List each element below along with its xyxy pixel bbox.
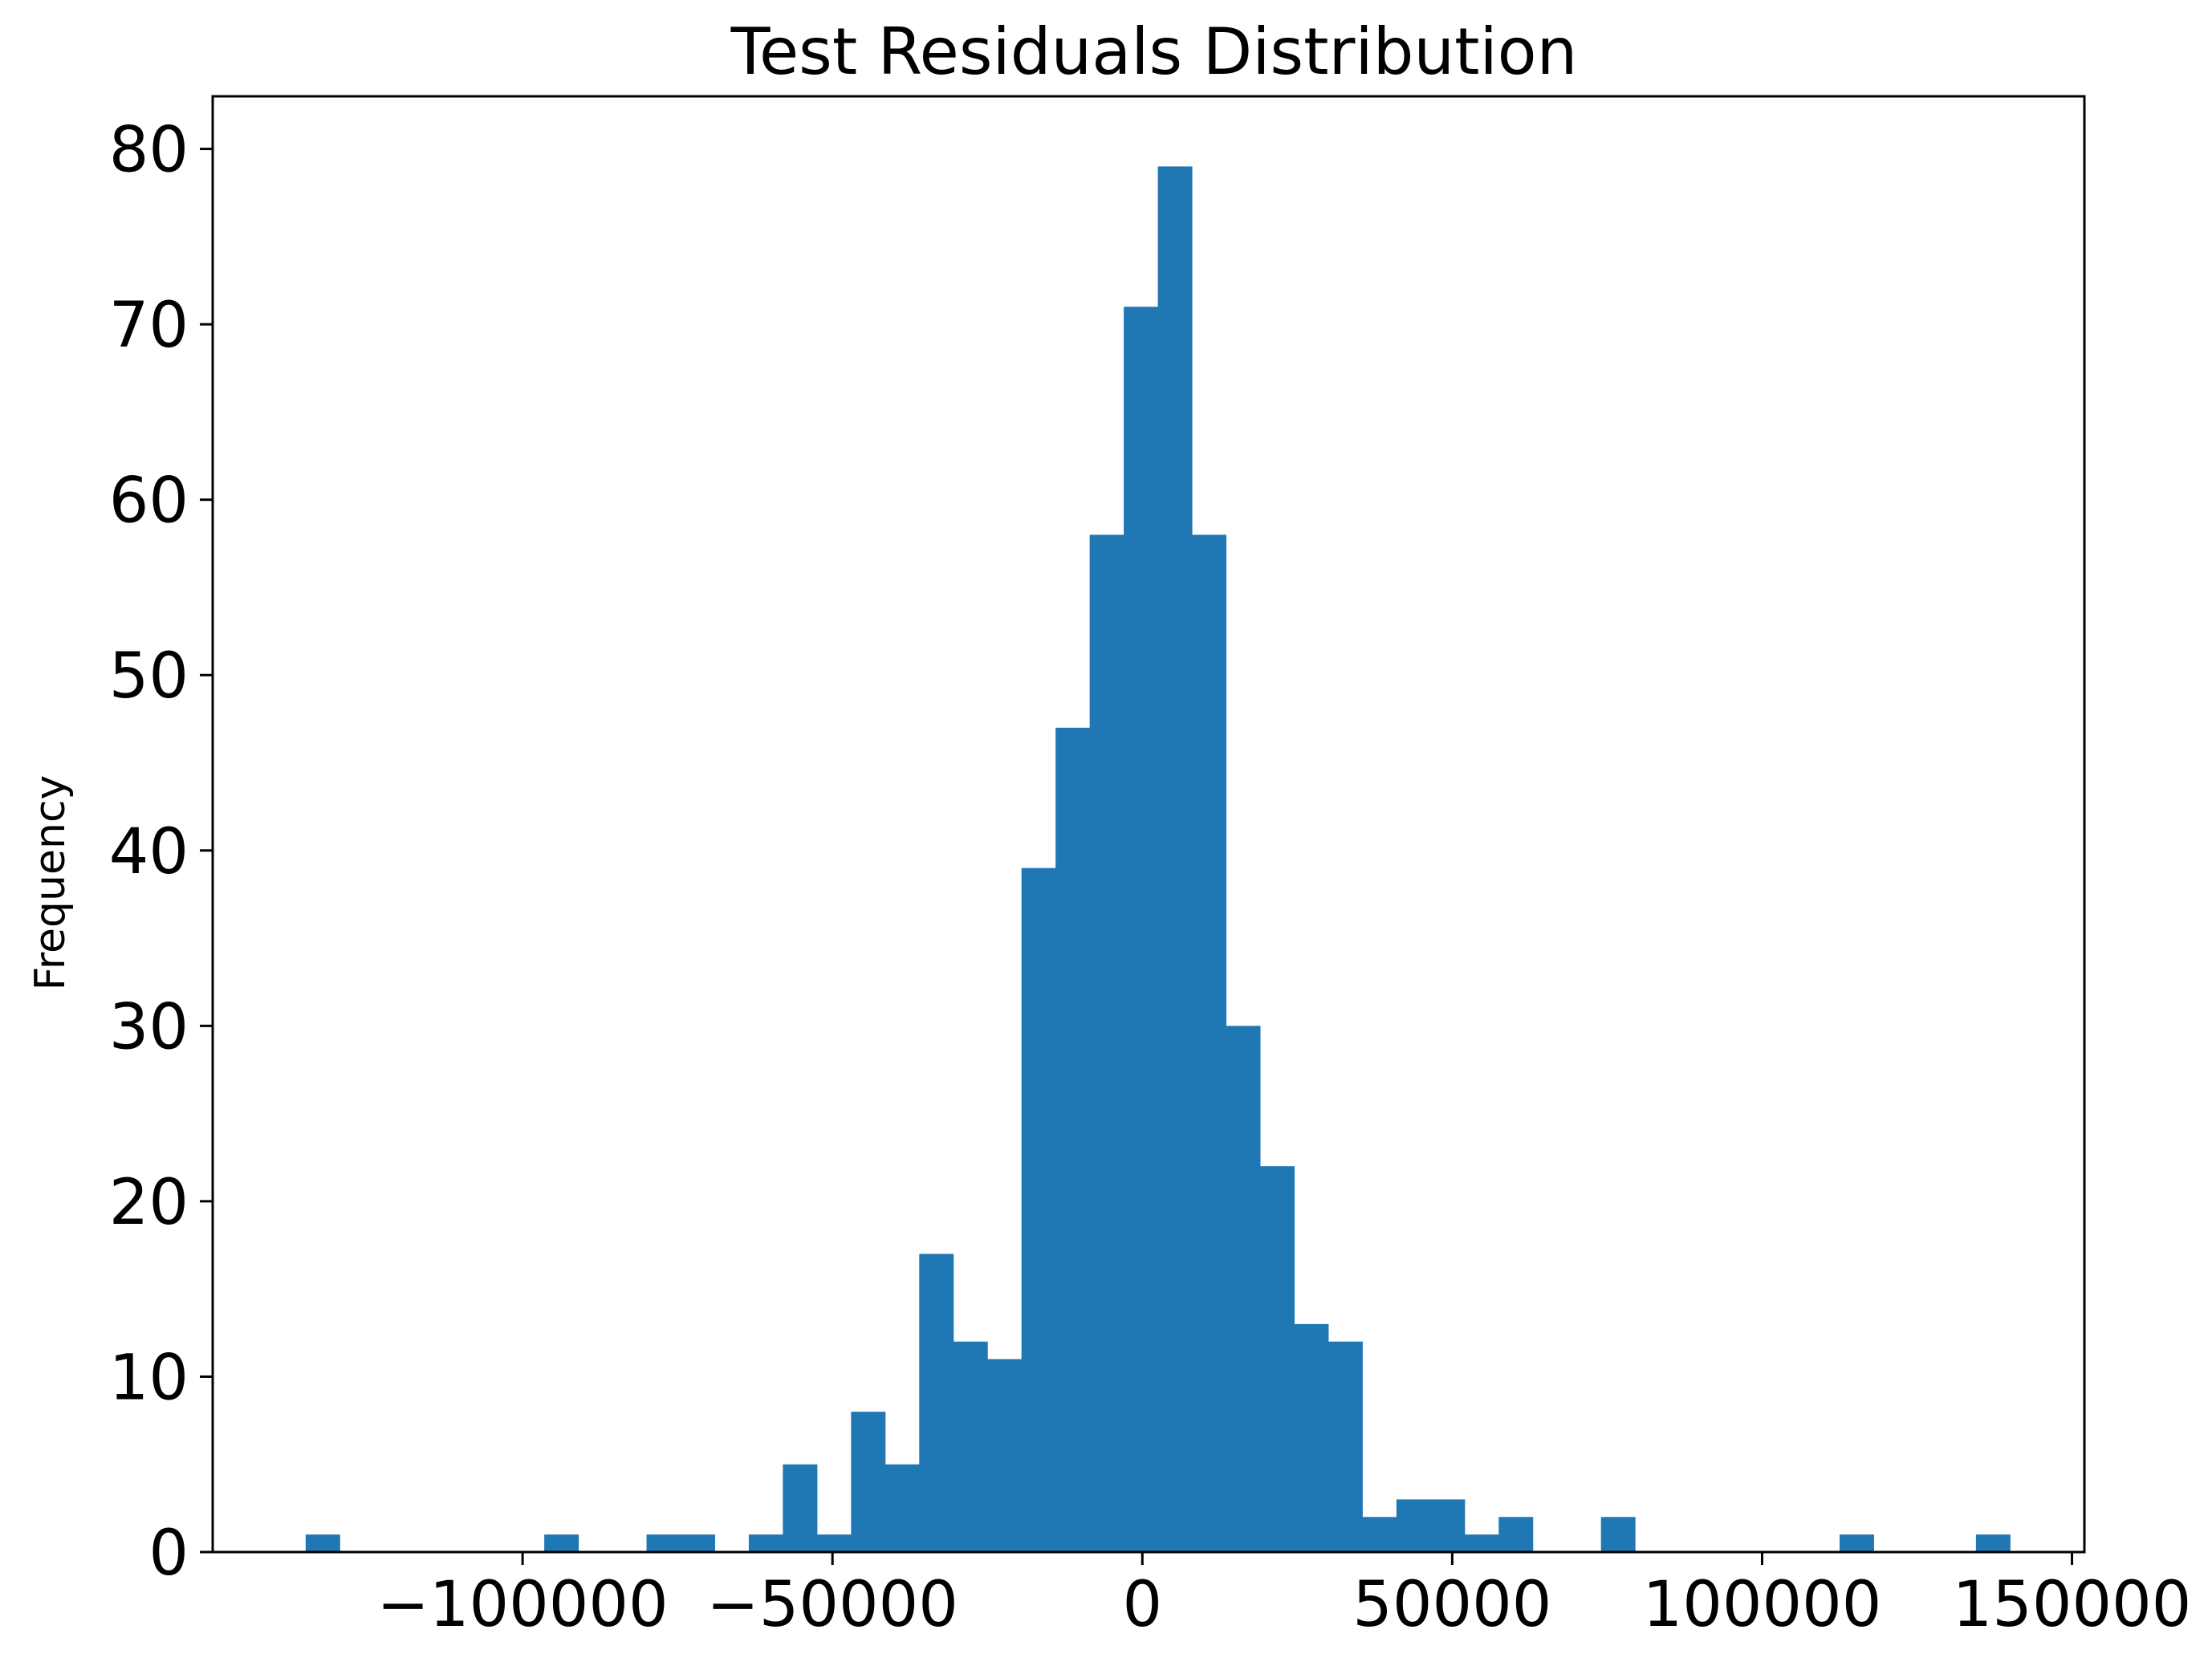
histogram-bar (1430, 1499, 1466, 1552)
histogram-bar (1396, 1499, 1431, 1552)
y-tick-label: 30 (109, 991, 189, 1063)
histogram-bar (1839, 1534, 1874, 1552)
plot-frame (211, 95, 2086, 1554)
histogram-bar (919, 1254, 954, 1552)
bars-group (305, 166, 2011, 1553)
histogram-bar (1192, 534, 1227, 1553)
histogram-bar (305, 1534, 340, 1552)
y-tick-label: 10 (109, 1342, 189, 1414)
y-tick-label: 70 (109, 290, 189, 362)
histogram-bar (1055, 727, 1091, 1552)
histogram-bar (884, 1464, 920, 1552)
y-tick-label: 0 (148, 1518, 189, 1590)
histogram-bar (1600, 1517, 1636, 1552)
y-tick-label: 20 (109, 1167, 189, 1239)
histogram-bar (1975, 1534, 2011, 1552)
y-tick-label: 80 (109, 115, 189, 187)
histogram-bar (851, 1412, 886, 1552)
histogram-bar (1021, 868, 1056, 1552)
histogram-bar (953, 1341, 988, 1552)
y-axis-ticks: 0 10 20 30 40 50 60 70 80 (109, 115, 213, 1590)
x-tick-label: 100000 (1643, 1569, 1882, 1641)
histogram-bar (1294, 1323, 1329, 1552)
histogram-bar (1259, 1166, 1295, 1552)
histogram-bar (544, 1534, 579, 1552)
histogram-bar (1124, 307, 1159, 1553)
x-tick-label: 150000 (1953, 1569, 2192, 1641)
histogram-bar (1328, 1341, 1363, 1552)
histogram-bar (1362, 1517, 1397, 1552)
histogram-bar (681, 1534, 715, 1552)
chart-title: Test Residuals Distribution (730, 14, 1578, 89)
y-tick-label: 50 (109, 640, 189, 713)
histogram-bar (816, 1534, 852, 1552)
x-axis-ticks: −100000 −50000 0 50000 100000 150000 (377, 1552, 2192, 1641)
x-tick-label: −50000 (706, 1569, 958, 1641)
histogram-bar (748, 1534, 783, 1552)
histogram-bar (1157, 166, 1193, 1553)
histogram-bar (783, 1464, 818, 1552)
histogram-bar (1464, 1534, 1499, 1552)
histogram-bar (1226, 1026, 1261, 1552)
x-tick-label: 0 (1122, 1569, 1162, 1641)
histogram-bar (646, 1534, 681, 1552)
y-tick-label: 40 (109, 816, 189, 888)
y-axis-label: Frequency (26, 775, 75, 991)
y-tick-label: 60 (109, 465, 189, 538)
x-tick-label: 50000 (1352, 1569, 1551, 1641)
x-tick-label: −100000 (377, 1569, 669, 1641)
histogram-bar (1089, 534, 1124, 1553)
histogram-bar (987, 1359, 1023, 1552)
histogram-bar (1498, 1517, 1534, 1552)
